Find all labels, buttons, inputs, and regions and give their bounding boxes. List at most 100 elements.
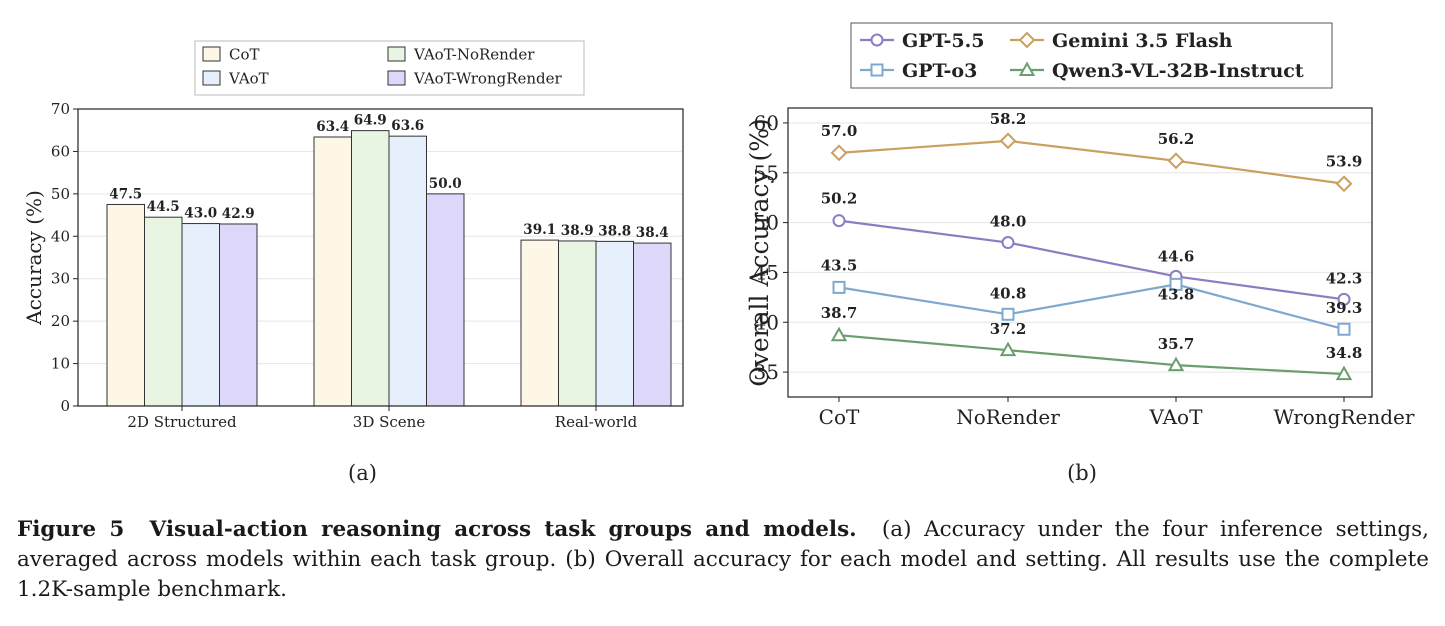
line-legend-label: GPT-o3 xyxy=(902,60,977,82)
figure-caption: Figure 5 Visual-action reasoning across … xyxy=(17,515,1429,605)
bar-panel-label: (a) xyxy=(348,461,377,485)
bar xyxy=(219,223,258,407)
bar-legend-label: VAoT-NoRender xyxy=(413,46,535,64)
caption-text: (a) Accuracy under the four inference se… xyxy=(17,517,1429,602)
line-point xyxy=(1169,277,1183,291)
line-series-path xyxy=(838,334,1345,376)
line-legend-label: Qwen3-VL-32B-Instruct xyxy=(1052,60,1304,82)
line-value-label: 40.8 xyxy=(990,284,1027,302)
caption-label: Figure 5 xyxy=(17,517,125,542)
bar xyxy=(520,239,559,407)
line-xtick-label: NoRender xyxy=(956,405,1060,429)
bar-ytick-label: 10 xyxy=(51,355,70,373)
bar xyxy=(426,193,465,407)
bar-ytick-label: 60 xyxy=(51,142,70,160)
line-ytick-label: 45 xyxy=(754,260,779,284)
line-ytick-label: 50 xyxy=(754,211,779,235)
bar-ytick-label: 20 xyxy=(51,312,70,330)
line-legend-label: GPT-5.5 xyxy=(902,30,984,52)
line-legend-marker xyxy=(1018,31,1036,49)
line-ytick-label: 55 xyxy=(754,161,779,185)
line-point xyxy=(1337,292,1351,306)
bar xyxy=(144,216,183,407)
line-value-label: 43.5 xyxy=(821,256,858,274)
line-value-label: 34.8 xyxy=(1326,344,1363,362)
line-point xyxy=(1167,356,1185,372)
bar-value-label: 64.9 xyxy=(354,113,387,129)
bar-xtick-label: 3D Scene xyxy=(353,413,426,431)
bar-value-label: 63.4 xyxy=(316,119,349,135)
line-point xyxy=(1167,152,1185,170)
bar-value-label: 38.4 xyxy=(636,225,669,241)
line-xtick-label: CoT xyxy=(819,405,860,429)
line-series-path xyxy=(838,139,1345,185)
bar-legend-swatch xyxy=(202,70,221,86)
bar-legend-swatch xyxy=(387,46,406,62)
bar xyxy=(558,240,597,407)
bar-value-label: 39.1 xyxy=(523,222,556,238)
line-value-label: 58.2 xyxy=(990,110,1027,128)
line-point xyxy=(1335,365,1353,381)
line-point xyxy=(1335,175,1353,193)
bar-value-label: 44.5 xyxy=(147,199,180,215)
line-legend-marker xyxy=(1018,61,1036,76)
line-ytick-label: 60 xyxy=(754,111,779,135)
bar xyxy=(106,203,145,407)
bar-xtick-label: 2D Structured xyxy=(127,413,237,431)
bar-value-label: 38.8 xyxy=(598,223,631,239)
line-point xyxy=(999,132,1017,150)
line-plot-frame xyxy=(787,107,1373,398)
line-value-label: 42.3 xyxy=(1326,269,1363,287)
bar-legend-box xyxy=(194,40,585,96)
line-point xyxy=(832,280,846,294)
line-xtick-label: WrongRender xyxy=(1274,405,1415,429)
line-point xyxy=(830,326,848,342)
bar-ytick-label: 0 xyxy=(60,397,70,415)
bar xyxy=(388,135,427,407)
line-series-path xyxy=(838,283,1345,331)
bar-value-label: 43.0 xyxy=(184,206,217,222)
bar-legend-label: VAoT-WrongRender xyxy=(413,70,563,88)
line-value-label: 53.9 xyxy=(1326,153,1363,171)
line-value-label: 39.3 xyxy=(1326,299,1363,317)
bar-legend-label: CoT xyxy=(229,46,260,64)
line-point xyxy=(1001,236,1015,250)
bar-legend-label: VAoT xyxy=(228,70,269,88)
line-xtick-label: VAoT xyxy=(1149,405,1204,429)
bar-ytick-label: 40 xyxy=(51,227,70,245)
line-legend-marker xyxy=(870,63,884,77)
line-point xyxy=(1337,322,1351,336)
bar-xtick-label: Real-world xyxy=(555,413,638,431)
line-value-label: 44.6 xyxy=(1158,247,1195,265)
bar-legend-swatch xyxy=(387,70,406,86)
bar xyxy=(181,223,220,407)
bar-value-label: 63.6 xyxy=(391,118,424,134)
bar-ytick-label: 70 xyxy=(51,100,70,118)
bar-legend-swatch xyxy=(202,46,221,62)
line-ytick-label: 40 xyxy=(754,310,779,334)
line-value-label: 57.0 xyxy=(821,122,858,140)
line-value-label: 37.2 xyxy=(990,320,1027,338)
bar-value-label: 47.5 xyxy=(109,186,142,202)
bar-plot-frame xyxy=(77,108,684,407)
bar xyxy=(351,130,390,407)
line-value-label: 43.8 xyxy=(1158,285,1195,303)
bar-ytick-label: 30 xyxy=(51,270,70,288)
bar-ytick-label: 50 xyxy=(51,185,70,203)
bar-ylabel: Accuracy (%) xyxy=(22,190,46,326)
line-value-label: 50.2 xyxy=(821,190,858,208)
line-point xyxy=(1001,307,1015,321)
line-panel-label: (b) xyxy=(1067,461,1097,485)
line-value-label: 48.0 xyxy=(990,213,1027,231)
line-value-label: 38.7 xyxy=(821,304,858,322)
bar-value-label: 38.9 xyxy=(561,223,594,239)
bar xyxy=(313,136,352,407)
line-point xyxy=(830,144,848,162)
line-value-label: 35.7 xyxy=(1158,335,1195,353)
line-ylabel: Overall Accuracy (%) xyxy=(745,118,774,387)
line-point xyxy=(999,341,1017,357)
line-series-path xyxy=(838,219,1345,301)
line-legend-box xyxy=(850,22,1333,89)
bar xyxy=(633,242,672,407)
